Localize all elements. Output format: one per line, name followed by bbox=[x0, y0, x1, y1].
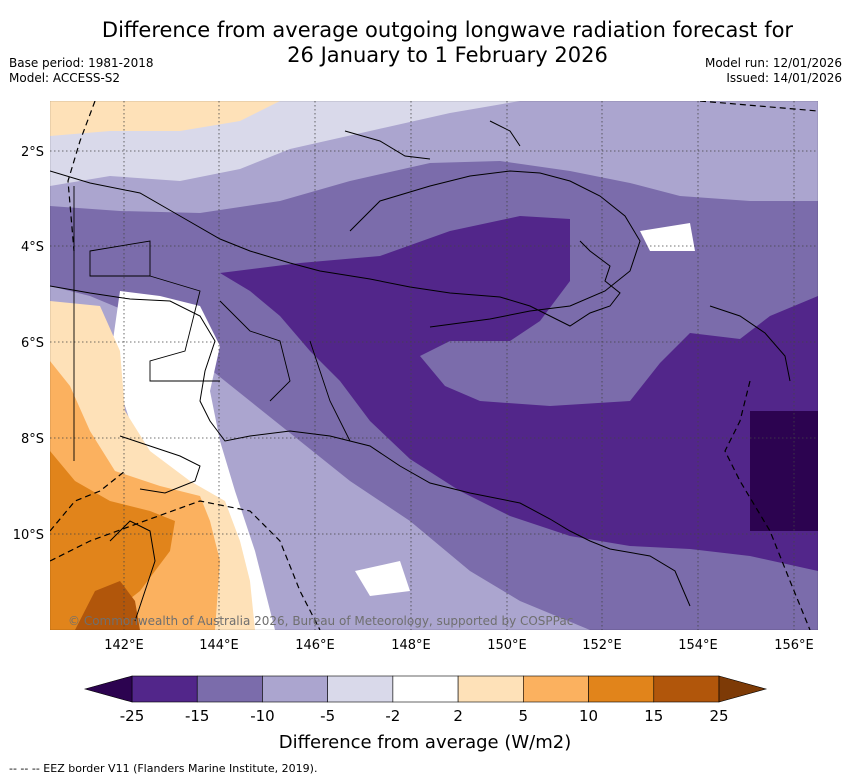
colorbar-swatch bbox=[327, 675, 394, 703]
coastlines bbox=[50, 120, 791, 622]
colorbar-high-extend bbox=[718, 675, 768, 703]
anomaly-band-orange bbox=[50, 451, 175, 630]
colorbar-swatch bbox=[262, 675, 328, 703]
lon-label: 148°E bbox=[391, 638, 431, 653]
colorbar-tick-label: 25 bbox=[709, 707, 728, 725]
colorbar-label: Difference from average (W/m2) bbox=[279, 732, 571, 753]
anomaly-band-dark-purple bbox=[220, 216, 818, 571]
colorbar-tick-label: -25 bbox=[120, 707, 145, 725]
eez-legend: -- -- -- EEZ border V11 (Flanders Marine… bbox=[9, 762, 318, 775]
lon-label: 142°E bbox=[104, 638, 144, 653]
lon-label: 152°E bbox=[582, 638, 622, 653]
colorbar-swatch bbox=[523, 675, 589, 703]
lon-label: 154°E bbox=[678, 638, 718, 653]
colorbar-swatch bbox=[196, 675, 263, 703]
colorbar-tick-label: 2 bbox=[453, 707, 463, 725]
colorbar-tick-label: -10 bbox=[250, 707, 275, 725]
colorbar-tick-label: 15 bbox=[644, 707, 663, 725]
copyright-text: © Commonwealth of Australia 2026, Bureau… bbox=[68, 614, 573, 628]
colorbar-tick-label: -2 bbox=[385, 707, 400, 725]
lon-label: 150°E bbox=[487, 638, 527, 653]
colorbar-swatch bbox=[131, 675, 198, 703]
borders bbox=[73, 186, 351, 461]
meta-right: Model run: 12/01/2026 Issued: 14/01/2026 bbox=[705, 56, 842, 86]
title-line-2: 26 January to 1 February 2026 bbox=[287, 43, 608, 67]
lon-label: 146°E bbox=[295, 638, 335, 653]
anomaly-band-pale-orange-north bbox=[50, 101, 280, 136]
colorbar-tick-label: -15 bbox=[185, 707, 210, 725]
lat-label: 4°S bbox=[21, 240, 44, 255]
lon-label: 144°E bbox=[199, 638, 239, 653]
olr-anomaly-map: © Commonwealth of Australia 2026, Bureau… bbox=[50, 101, 818, 630]
colorbar-low-extend bbox=[83, 675, 133, 703]
model-name: Model: ACCESS-S2 bbox=[9, 71, 121, 85]
lat-label: 10°S bbox=[13, 528, 44, 543]
base-period: Base period: 1981-2018 bbox=[9, 56, 154, 70]
colorbar-swatch bbox=[588, 675, 655, 703]
colorbar-tick-label: -5 bbox=[320, 707, 335, 725]
anomaly-band-near-zero-east bbox=[355, 561, 410, 596]
lat-label: 8°S bbox=[21, 432, 44, 447]
colorbar-swatch bbox=[392, 675, 459, 703]
colorbar-tick-label: 5 bbox=[519, 707, 529, 725]
colorbar-ticks: -25 -15 -10 -5 -2 2 5 10 15 25 bbox=[120, 707, 729, 725]
colorbar-tick-label: 10 bbox=[579, 707, 598, 725]
anomaly-band-deep-purple bbox=[750, 411, 818, 531]
graticule bbox=[50, 101, 818, 630]
lon-label: 156°E bbox=[774, 638, 814, 653]
lat-label: 2°S bbox=[21, 145, 44, 160]
lat-label: 6°S bbox=[21, 336, 44, 351]
eez-borders bbox=[50, 101, 818, 630]
colorbar-swatches bbox=[131, 675, 720, 703]
colorbar-swatch bbox=[457, 675, 524, 703]
meta-left: Base period: 1981-2018 Model: ACCESS-S2 bbox=[9, 56, 154, 86]
colorbar-swatch bbox=[653, 675, 720, 703]
anomaly-band-near-zero-north bbox=[640, 223, 695, 251]
model-run: Model run: 12/01/2026 bbox=[704, 56, 842, 70]
chart-title: Difference from average outgoing longwav… bbox=[95, 18, 800, 68]
title-line-1: Difference from average outgoing longwav… bbox=[101, 18, 794, 42]
issued-date: Issued: 14/01/2026 bbox=[726, 71, 842, 85]
